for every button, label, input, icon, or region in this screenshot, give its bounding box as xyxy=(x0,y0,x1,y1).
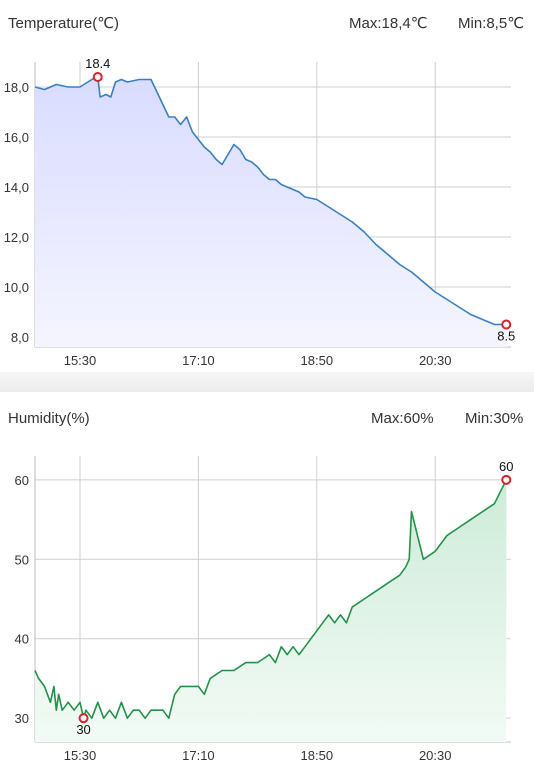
hum-extreme-marker xyxy=(501,474,512,485)
temp-y-tick-label: 10,0 xyxy=(4,280,29,295)
temp-y-tick-label: 18,0 xyxy=(4,80,29,95)
hum-y-tick-label: 60 xyxy=(15,473,29,488)
humidity-title: Humidity(%) xyxy=(8,410,90,427)
hum-x-tick-label: 18:50 xyxy=(301,748,334,763)
temperature-chart: 8,0 10,0 12,0 14,0 16,0 18,0 15:30 17:10 18:50 20… xyxy=(4,56,516,368)
hum-extreme-marker xyxy=(78,713,89,724)
temp-y-tick-label: 8,0 xyxy=(11,330,29,345)
humidity-max: Max:60% xyxy=(371,410,434,427)
temp-extreme-marker xyxy=(92,72,103,82)
humidity-min: Min:30% xyxy=(465,410,524,427)
temperature-max: Max:18,4℃ xyxy=(349,15,428,32)
temp-y-tick-label: 14,0 xyxy=(4,180,29,195)
humidity-chart: 30 40 50 60 15:30 17:10 18:50 20:30 30 60 xyxy=(15,456,513,763)
hum-extreme-label: 30 xyxy=(76,722,90,737)
hum-y-tick-label: 30 xyxy=(15,711,29,726)
temp-x-tick-label: 20:30 xyxy=(419,353,452,368)
hum-y-tick-label: 40 xyxy=(15,632,29,647)
temp-extreme-label: 18.4 xyxy=(85,56,110,71)
temp-x-tick-label: 18:50 xyxy=(301,353,334,368)
hum-x-tick-label: 17:10 xyxy=(182,748,215,763)
temp-series-line xyxy=(34,76,507,326)
hum-x-tick-label: 15:30 xyxy=(64,748,97,763)
hum-area-fill xyxy=(35,479,507,742)
hum-extreme-label: 60 xyxy=(499,459,513,474)
temp-extreme-label: 8.5 xyxy=(497,329,515,344)
humidity-panel: 30 40 50 60 15:30 17:10 18:50 20:30 30 60 Humidit… xyxy=(0,392,534,768)
temp-x-tick-label: 17:10 xyxy=(182,353,215,368)
temperature-title: Temperature(℃) xyxy=(8,15,120,32)
humidity-header: Humidity(%) Max:60% Min:30% xyxy=(0,392,534,436)
panel-divider xyxy=(0,372,534,392)
temp-y-tick-label: 16,0 xyxy=(4,130,29,145)
temperature-header: Temperature(℃) Max:18,4℃ Min:8,5℃ xyxy=(0,0,534,44)
temp-x-tick-label: 15:30 xyxy=(64,353,97,368)
hum-x-tick-label: 20:30 xyxy=(419,748,452,763)
temp-y-tick-label: 12,0 xyxy=(4,230,29,245)
temperature-min: Min:8,5℃ xyxy=(458,15,525,32)
hum-y-tick-label: 50 xyxy=(15,552,29,567)
temp-area-fill xyxy=(35,77,507,347)
temperature-panel: 8,0 10,0 12,0 14,0 16,0 18,0 15:30 17:10 18:50 20… xyxy=(0,0,534,372)
temp-extreme-marker xyxy=(501,319,512,330)
